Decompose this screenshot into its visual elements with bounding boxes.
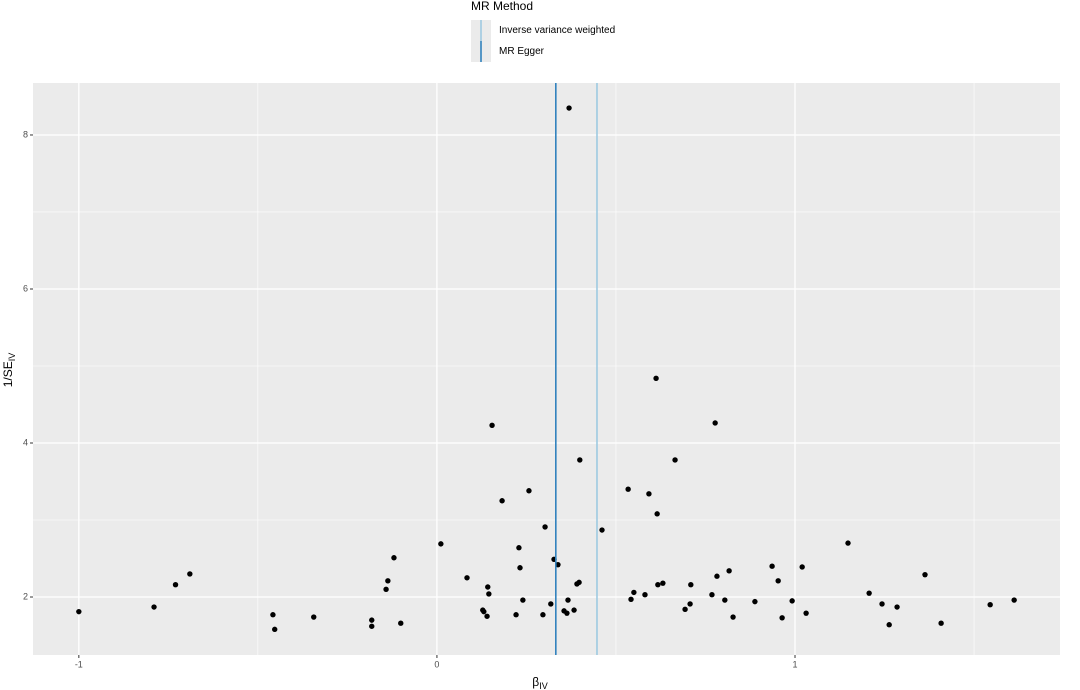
point xyxy=(799,564,805,570)
point xyxy=(76,608,82,615)
point xyxy=(642,592,648,598)
point xyxy=(779,615,785,621)
point xyxy=(653,375,659,382)
point xyxy=(540,612,546,618)
point xyxy=(513,612,519,618)
point xyxy=(548,601,554,607)
point xyxy=(576,579,582,586)
point xyxy=(769,563,775,569)
point xyxy=(660,580,666,586)
legend-title: MR Method xyxy=(471,0,533,13)
point xyxy=(542,524,548,530)
y-tick-label: 6 xyxy=(23,283,28,293)
point xyxy=(599,527,605,533)
point xyxy=(526,488,532,494)
point xyxy=(714,573,720,579)
point xyxy=(726,568,732,574)
x-title-sub: IV xyxy=(539,681,548,690)
point xyxy=(709,592,715,598)
panel xyxy=(33,83,1060,655)
grid xyxy=(33,83,1060,655)
point xyxy=(520,597,526,603)
point xyxy=(631,589,637,596)
point xyxy=(625,486,631,492)
point xyxy=(383,586,389,593)
point xyxy=(687,601,693,607)
point xyxy=(486,591,492,597)
point xyxy=(151,604,157,610)
x-title-main: β xyxy=(532,675,539,689)
point xyxy=(499,498,505,504)
point xyxy=(484,613,490,619)
point xyxy=(571,607,577,613)
point xyxy=(646,491,652,497)
point xyxy=(722,597,728,603)
point xyxy=(398,620,404,626)
point xyxy=(775,578,781,584)
point xyxy=(485,584,491,590)
point xyxy=(672,457,678,463)
point xyxy=(803,610,809,616)
point xyxy=(987,602,993,608)
y-tick-label: 8 xyxy=(23,129,28,139)
point xyxy=(516,545,522,551)
point xyxy=(464,575,470,581)
point xyxy=(481,608,487,615)
point xyxy=(187,571,193,577)
point xyxy=(938,620,944,626)
x-tick-label: 1 xyxy=(793,659,798,669)
point xyxy=(654,511,660,517)
point xyxy=(845,540,851,546)
legend-label: MR Egger xyxy=(499,46,545,57)
point xyxy=(566,105,572,111)
point xyxy=(564,610,570,616)
point xyxy=(489,422,495,428)
point xyxy=(517,565,523,571)
point xyxy=(922,571,928,578)
legend-label: Inverse variance weighted xyxy=(499,25,615,36)
y-tick-label: 2 xyxy=(23,591,28,601)
point xyxy=(369,617,375,623)
point xyxy=(270,612,276,618)
point xyxy=(391,555,397,561)
point xyxy=(369,623,375,629)
x-tick-label: 0 xyxy=(434,659,439,669)
point xyxy=(172,581,179,588)
y-title-sub: IV xyxy=(7,353,17,362)
point xyxy=(886,622,892,628)
point xyxy=(682,606,688,613)
point xyxy=(577,457,583,463)
marks xyxy=(76,83,1017,655)
point xyxy=(385,578,391,584)
point xyxy=(789,598,795,604)
point xyxy=(730,614,736,620)
point xyxy=(655,581,661,588)
point xyxy=(628,596,634,603)
point xyxy=(311,614,317,620)
x-axis-title: βIV xyxy=(532,675,547,690)
point xyxy=(752,598,758,605)
point xyxy=(438,541,444,547)
point xyxy=(565,597,571,603)
point xyxy=(879,601,885,607)
point xyxy=(894,604,900,610)
point xyxy=(712,420,718,426)
y-axis-title: 1/SEIV xyxy=(1,353,17,388)
point xyxy=(688,581,694,588)
y-tick-label: 4 xyxy=(23,437,28,447)
point xyxy=(1011,597,1017,603)
point xyxy=(866,590,872,596)
point xyxy=(272,626,278,633)
y-title-main: 1/SE xyxy=(1,361,15,387)
x-tick-label: -1 xyxy=(75,659,83,669)
legend: Inverse variance weighted MR Egger xyxy=(471,20,615,62)
